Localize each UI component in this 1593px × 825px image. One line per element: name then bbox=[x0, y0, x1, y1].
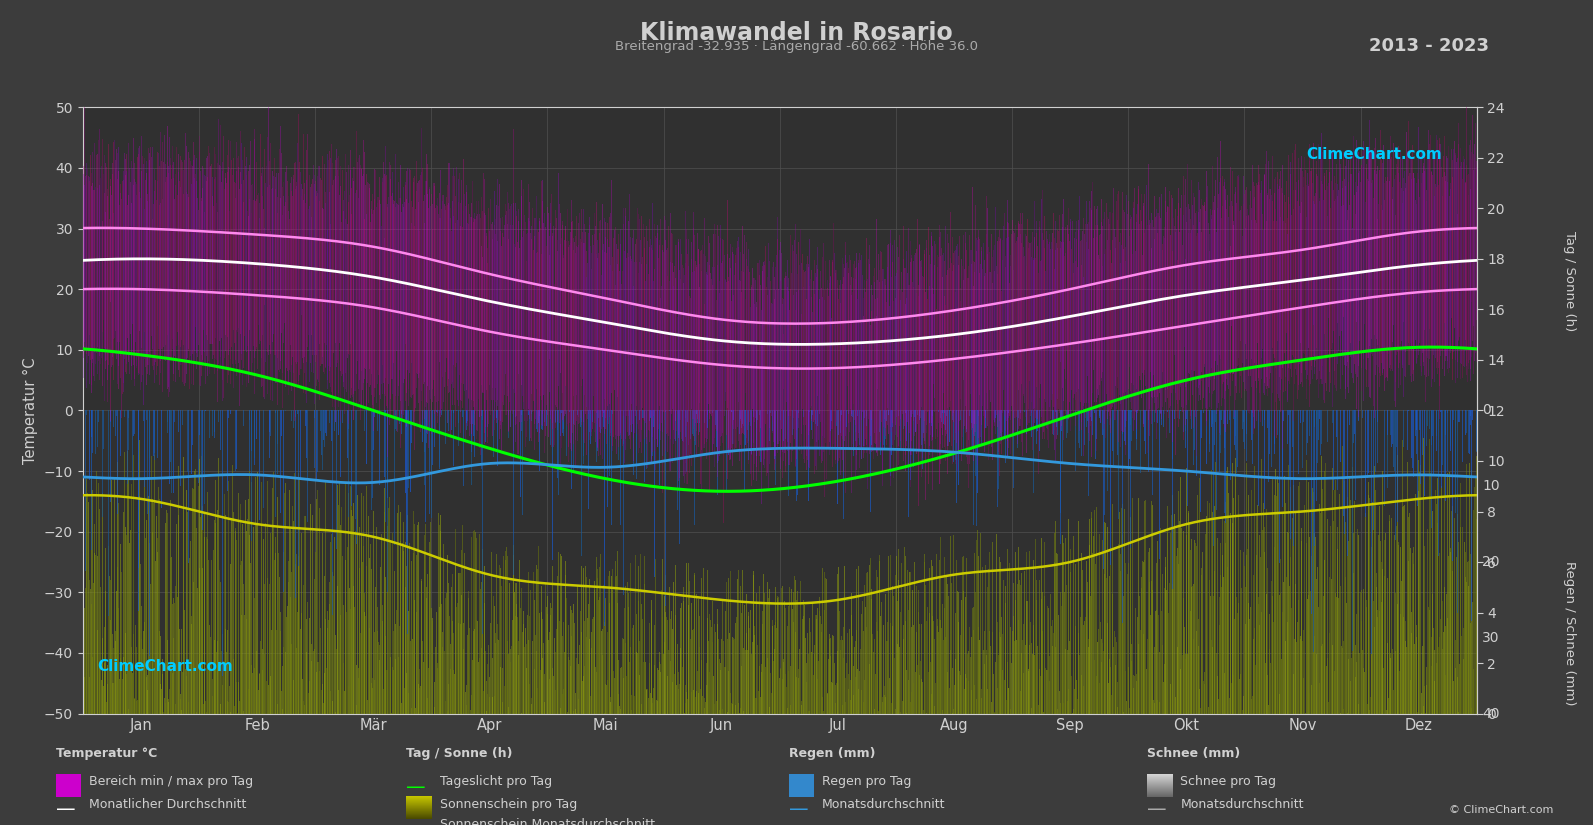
Text: 2013 - 2023: 2013 - 2023 bbox=[1370, 37, 1489, 55]
Text: Klimawandel in Rosario: Klimawandel in Rosario bbox=[640, 21, 953, 45]
Text: Sonnenschein Monatsdurchschnitt: Sonnenschein Monatsdurchschnitt bbox=[440, 818, 655, 825]
Text: Regen / Schnee (mm): Regen / Schnee (mm) bbox=[1563, 561, 1575, 705]
Text: —: — bbox=[1147, 800, 1166, 819]
Text: Monatlicher Durchschnitt: Monatlicher Durchschnitt bbox=[89, 798, 247, 811]
Text: ClimeChart.com: ClimeChart.com bbox=[97, 659, 233, 674]
Text: —: — bbox=[406, 821, 425, 825]
Y-axis label: Temperatur °C: Temperatur °C bbox=[24, 357, 38, 464]
Text: —: — bbox=[406, 778, 425, 797]
Text: ClimeChart.com: ClimeChart.com bbox=[1306, 147, 1442, 162]
Text: 40: 40 bbox=[1481, 707, 1499, 720]
Text: Sonnenschein pro Tag: Sonnenschein pro Tag bbox=[440, 798, 577, 811]
Text: 10: 10 bbox=[1481, 479, 1501, 493]
Text: 30: 30 bbox=[1481, 631, 1499, 645]
Text: —: — bbox=[789, 800, 808, 819]
Text: Tageslicht pro Tag: Tageslicht pro Tag bbox=[440, 776, 551, 789]
Text: © ClimeChart.com: © ClimeChart.com bbox=[1448, 805, 1553, 815]
Text: 0: 0 bbox=[1481, 403, 1491, 417]
Text: Tag / Sonne (h): Tag / Sonne (h) bbox=[1563, 231, 1575, 332]
Text: Regen pro Tag: Regen pro Tag bbox=[822, 776, 911, 789]
Text: Temperatur °C: Temperatur °C bbox=[56, 747, 158, 760]
Text: Breitengrad -32.935 · Längengrad -60.662 · Höhe 36.0: Breitengrad -32.935 · Längengrad -60.662… bbox=[615, 40, 978, 53]
Text: Schnee (mm): Schnee (mm) bbox=[1147, 747, 1241, 760]
Text: —: — bbox=[56, 800, 75, 819]
Text: Schnee pro Tag: Schnee pro Tag bbox=[1180, 776, 1276, 789]
Text: Monatsdurchschnitt: Monatsdurchschnitt bbox=[1180, 798, 1305, 811]
Text: Monatsdurchschnitt: Monatsdurchschnitt bbox=[822, 798, 946, 811]
Text: 20: 20 bbox=[1481, 555, 1499, 569]
Text: Tag / Sonne (h): Tag / Sonne (h) bbox=[406, 747, 513, 760]
Text: Bereich min / max pro Tag: Bereich min / max pro Tag bbox=[89, 776, 253, 789]
Text: Regen (mm): Regen (mm) bbox=[789, 747, 875, 760]
